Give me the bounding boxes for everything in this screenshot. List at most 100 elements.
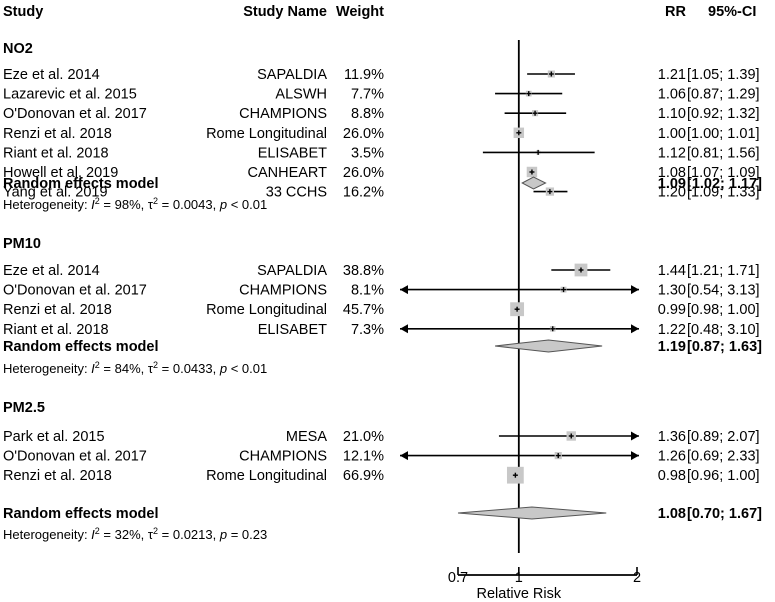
row-2-0-ci: [0.89; 2.07] (687, 429, 760, 445)
row-0-5-ci: [1.07; 1.09] (687, 165, 760, 181)
row-2-1-weight: 12.1% (343, 449, 384, 465)
row-1-1-rr: 1.30 (658, 283, 686, 299)
row-2-0-rr: 1.36 (658, 429, 686, 445)
row-1-3-rr: 1.22 (658, 322, 686, 338)
row-0-0-ci: [1.05; 1.39] (687, 67, 760, 83)
row-1-0-ci: [1.21; 1.71] (687, 263, 760, 279)
row-0-2-rr: 1.10 (658, 106, 686, 122)
row-0-5-rr: 1.08 (658, 165, 686, 181)
row-0-1-weight: 7.7% (351, 87, 384, 103)
row-1-2-rr: 0.99 (658, 302, 686, 318)
summary-1-ci: [0.87; 1.63] (687, 339, 762, 355)
summary-1-label: Random effects model (3, 339, 159, 355)
row-1-3-study: Riant et al. 2018 (3, 322, 109, 338)
row-2-1-arrow-left (400, 451, 408, 461)
row-0-4-weight: 3.5% (351, 145, 384, 161)
row-0-3-rr: 1.00 (658, 126, 686, 142)
row-0-2-study-name: CHAMPIONS (239, 106, 327, 122)
summary-2-diamond (457, 506, 607, 520)
x-axis-label: Relative Risk (477, 586, 562, 602)
row-1-2-study: Renzi et al. 2018 (3, 302, 112, 318)
row-0-6-study: Yang et al. 2019 (3, 185, 108, 201)
header-rr: RR (665, 4, 686, 20)
row-0-3-weight: 26.0% (343, 126, 384, 142)
row-0-6-rr: 1.20 (658, 185, 686, 201)
heterogeneity-0: Heterogeneity: I2 = 98%, τ2 = 0.0043, p … (3, 196, 267, 212)
row-0-4-study: Riant et al. 2018 (3, 145, 109, 161)
summary-0-diamond (521, 176, 547, 190)
row-1-1-ci: [0.54; 3.13] (687, 283, 760, 299)
group-title-pm10: PM10 (3, 236, 41, 252)
row-1-2-weight: 45.7% (343, 302, 384, 318)
row-0-2-study: O'Donovan et al. 2017 (3, 106, 147, 122)
summary-1-rr: 1.19 (658, 339, 686, 355)
row-2-2-study-name: Rome Longitudinal (206, 468, 327, 484)
row-1-0-study-name: SAPALDIA (257, 263, 327, 279)
row-2-1-study: O'Donovan et al. 2017 (3, 449, 147, 465)
row-0-0-weight: 11.9% (344, 67, 384, 83)
row-1-1-study: O'Donovan et al. 2017 (3, 283, 147, 299)
row-2-1-study-name: CHAMPIONS (239, 449, 327, 465)
row-1-0-weight: 38.8% (343, 263, 384, 279)
row-0-4-ci: [0.81; 1.56] (687, 145, 760, 161)
row-0-0-rr: 1.21 (658, 67, 686, 83)
row-1-0-rr: 1.44 (658, 263, 686, 279)
row-0-3-study-name: Rome Longitudinal (206, 126, 327, 142)
row-2-1-ci: [0.69; 2.33] (687, 449, 760, 465)
heterogeneity-1: Heterogeneity: I2 = 84%, τ2 = 0.0433, p … (3, 360, 267, 376)
row-0-6-study-name: 33 CCHS (266, 185, 327, 201)
row-0-0-study-name: SAPALDIA (257, 67, 327, 83)
row-0-1-study: Lazarevic et al. 2015 (3, 87, 137, 103)
group-title-pm25: PM2.5 (3, 400, 45, 416)
row-1-3-ci: [0.48; 3.10] (687, 322, 760, 338)
x-tick-label-0: 0.7 (448, 570, 468, 586)
row-0-5-study-name: CANHEART (248, 165, 328, 181)
row-1-3-arrow-right (631, 324, 639, 334)
header-ci: 95%-CI (708, 4, 756, 20)
row-2-0-study: Park et al. 2015 (3, 429, 105, 445)
row-2-1-arrow-right (631, 451, 639, 461)
row-0-1-study-name: ALSWH (275, 87, 327, 103)
row-2-0-weight: 21.0% (343, 429, 384, 445)
row-1-1-weight: 8.1% (351, 283, 384, 299)
row-0-3-study: Renzi et al. 2018 (3, 126, 112, 142)
summary-1-diamond (495, 339, 603, 353)
row-0-5-study: Howell et al. 2019 (3, 165, 118, 181)
row-2-0-study-name: MESA (286, 429, 327, 445)
summary-0-rr: 1.09 (658, 176, 686, 192)
x-tick-label-1: 1 (515, 570, 523, 586)
row-1-1-arrow-left (400, 285, 408, 295)
summary-0-ci: [1.02; 1.17] (687, 176, 762, 192)
row-1-2-study-name: Rome Longitudinal (206, 302, 327, 318)
row-0-4-study-name: ELISABET (258, 145, 327, 161)
summary-2-rr: 1.08 (658, 506, 686, 522)
row-1-1-arrow-right (631, 285, 639, 295)
row-2-2-ci: [0.96; 1.00] (687, 468, 760, 484)
summary-0-label: Random effects model (3, 176, 159, 192)
row-1-1-study-name: CHAMPIONS (239, 283, 327, 299)
summary-2-ci: [0.70; 1.67] (687, 506, 762, 522)
row-0-2-weight: 8.8% (351, 106, 384, 122)
row-2-2-study: Renzi et al. 2018 (3, 468, 112, 484)
heterogeneity-2: Heterogeneity: I2 = 32%, τ2 = 0.0213, p … (3, 526, 267, 542)
row-1-0-study: Eze et al. 2014 (3, 263, 100, 279)
row-2-2-weight: 66.9% (343, 468, 384, 484)
group-title-no2: NO2 (3, 41, 33, 57)
row-0-1-rr: 1.06 (658, 87, 686, 103)
row-2-1-rr: 1.26 (658, 449, 686, 465)
header-study: Study (3, 4, 43, 20)
row-0-4-rr: 1.12 (658, 145, 686, 161)
summary-2-label: Random effects model (3, 506, 159, 522)
row-0-1-ci: [0.87; 1.29] (687, 87, 760, 103)
row-1-2-ci: [0.98; 1.00] (687, 302, 760, 318)
row-2-0-arrow-right (631, 431, 639, 441)
header-study-name: Study Name (243, 4, 327, 20)
row-0-6-weight: 16.2% (343, 185, 384, 201)
row-1-3-study-name: ELISABET (258, 322, 327, 338)
row-0-5-weight: 26.0% (343, 165, 384, 181)
row-0-0-study: Eze et al. 2014 (3, 67, 100, 83)
row-0-6-ci: [1.09; 1.33] (687, 185, 760, 201)
row-0-2-ci: [0.92; 1.32] (687, 106, 760, 122)
row-1-3-weight: 7.3% (351, 322, 384, 338)
